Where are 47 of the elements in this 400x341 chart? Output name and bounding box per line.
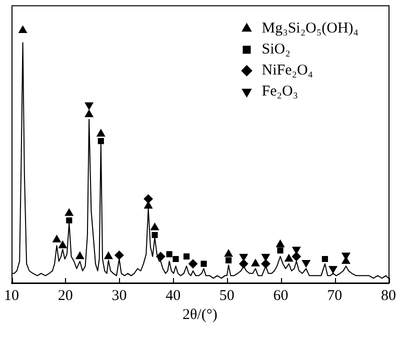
- point: [183, 253, 190, 260]
- x-tick-label: 40: [166, 288, 181, 304]
- point: [84, 110, 94, 118]
- point: [262, 254, 270, 262]
- point: [76, 252, 84, 260]
- point: [200, 260, 207, 267]
- point: [52, 235, 61, 242]
- x-tick-label: 70: [327, 288, 342, 304]
- point: [144, 194, 153, 204]
- legend-label: Mg₃Si₂O₅(OH)₄: [262, 20, 359, 37]
- point: [96, 129, 106, 137]
- x-tick-label: 50: [219, 288, 234, 304]
- point: [239, 259, 248, 268]
- point: [104, 252, 113, 260]
- point: [172, 256, 179, 262]
- x-tick-label: 80: [381, 288, 396, 304]
- point: [156, 252, 166, 261]
- legend-label: NiFe₂O₄: [262, 62, 314, 79]
- point: [322, 256, 328, 262]
- x-axis-title: 2θ/(°): [182, 307, 218, 324]
- x-tick-label: 30: [112, 288, 127, 304]
- point: [239, 254, 248, 262]
- point: [58, 240, 67, 248]
- point: [114, 250, 124, 260]
- point: [284, 254, 293, 262]
- point: [188, 259, 198, 268]
- x-tick-label: 20: [58, 288, 73, 304]
- point: [66, 217, 72, 224]
- point: [18, 26, 27, 34]
- point: [328, 266, 338, 274]
- point: [64, 208, 74, 216]
- point: [302, 260, 310, 268]
- point: [251, 259, 260, 266]
- point: [152, 232, 158, 238]
- legend-label: Fe₂O₃: [262, 84, 298, 100]
- point: [261, 259, 270, 268]
- x-tick-label: 60: [273, 288, 288, 304]
- point: [150, 222, 159, 230]
- point: [98, 138, 104, 144]
- point: [277, 247, 284, 254]
- point: [276, 240, 284, 248]
- point: [224, 250, 233, 257]
- point: [226, 257, 232, 264]
- point: [166, 251, 172, 258]
- point: [292, 252, 301, 261]
- x-tick-label: 10: [4, 288, 19, 304]
- legend-label: SiO₂: [262, 42, 290, 58]
